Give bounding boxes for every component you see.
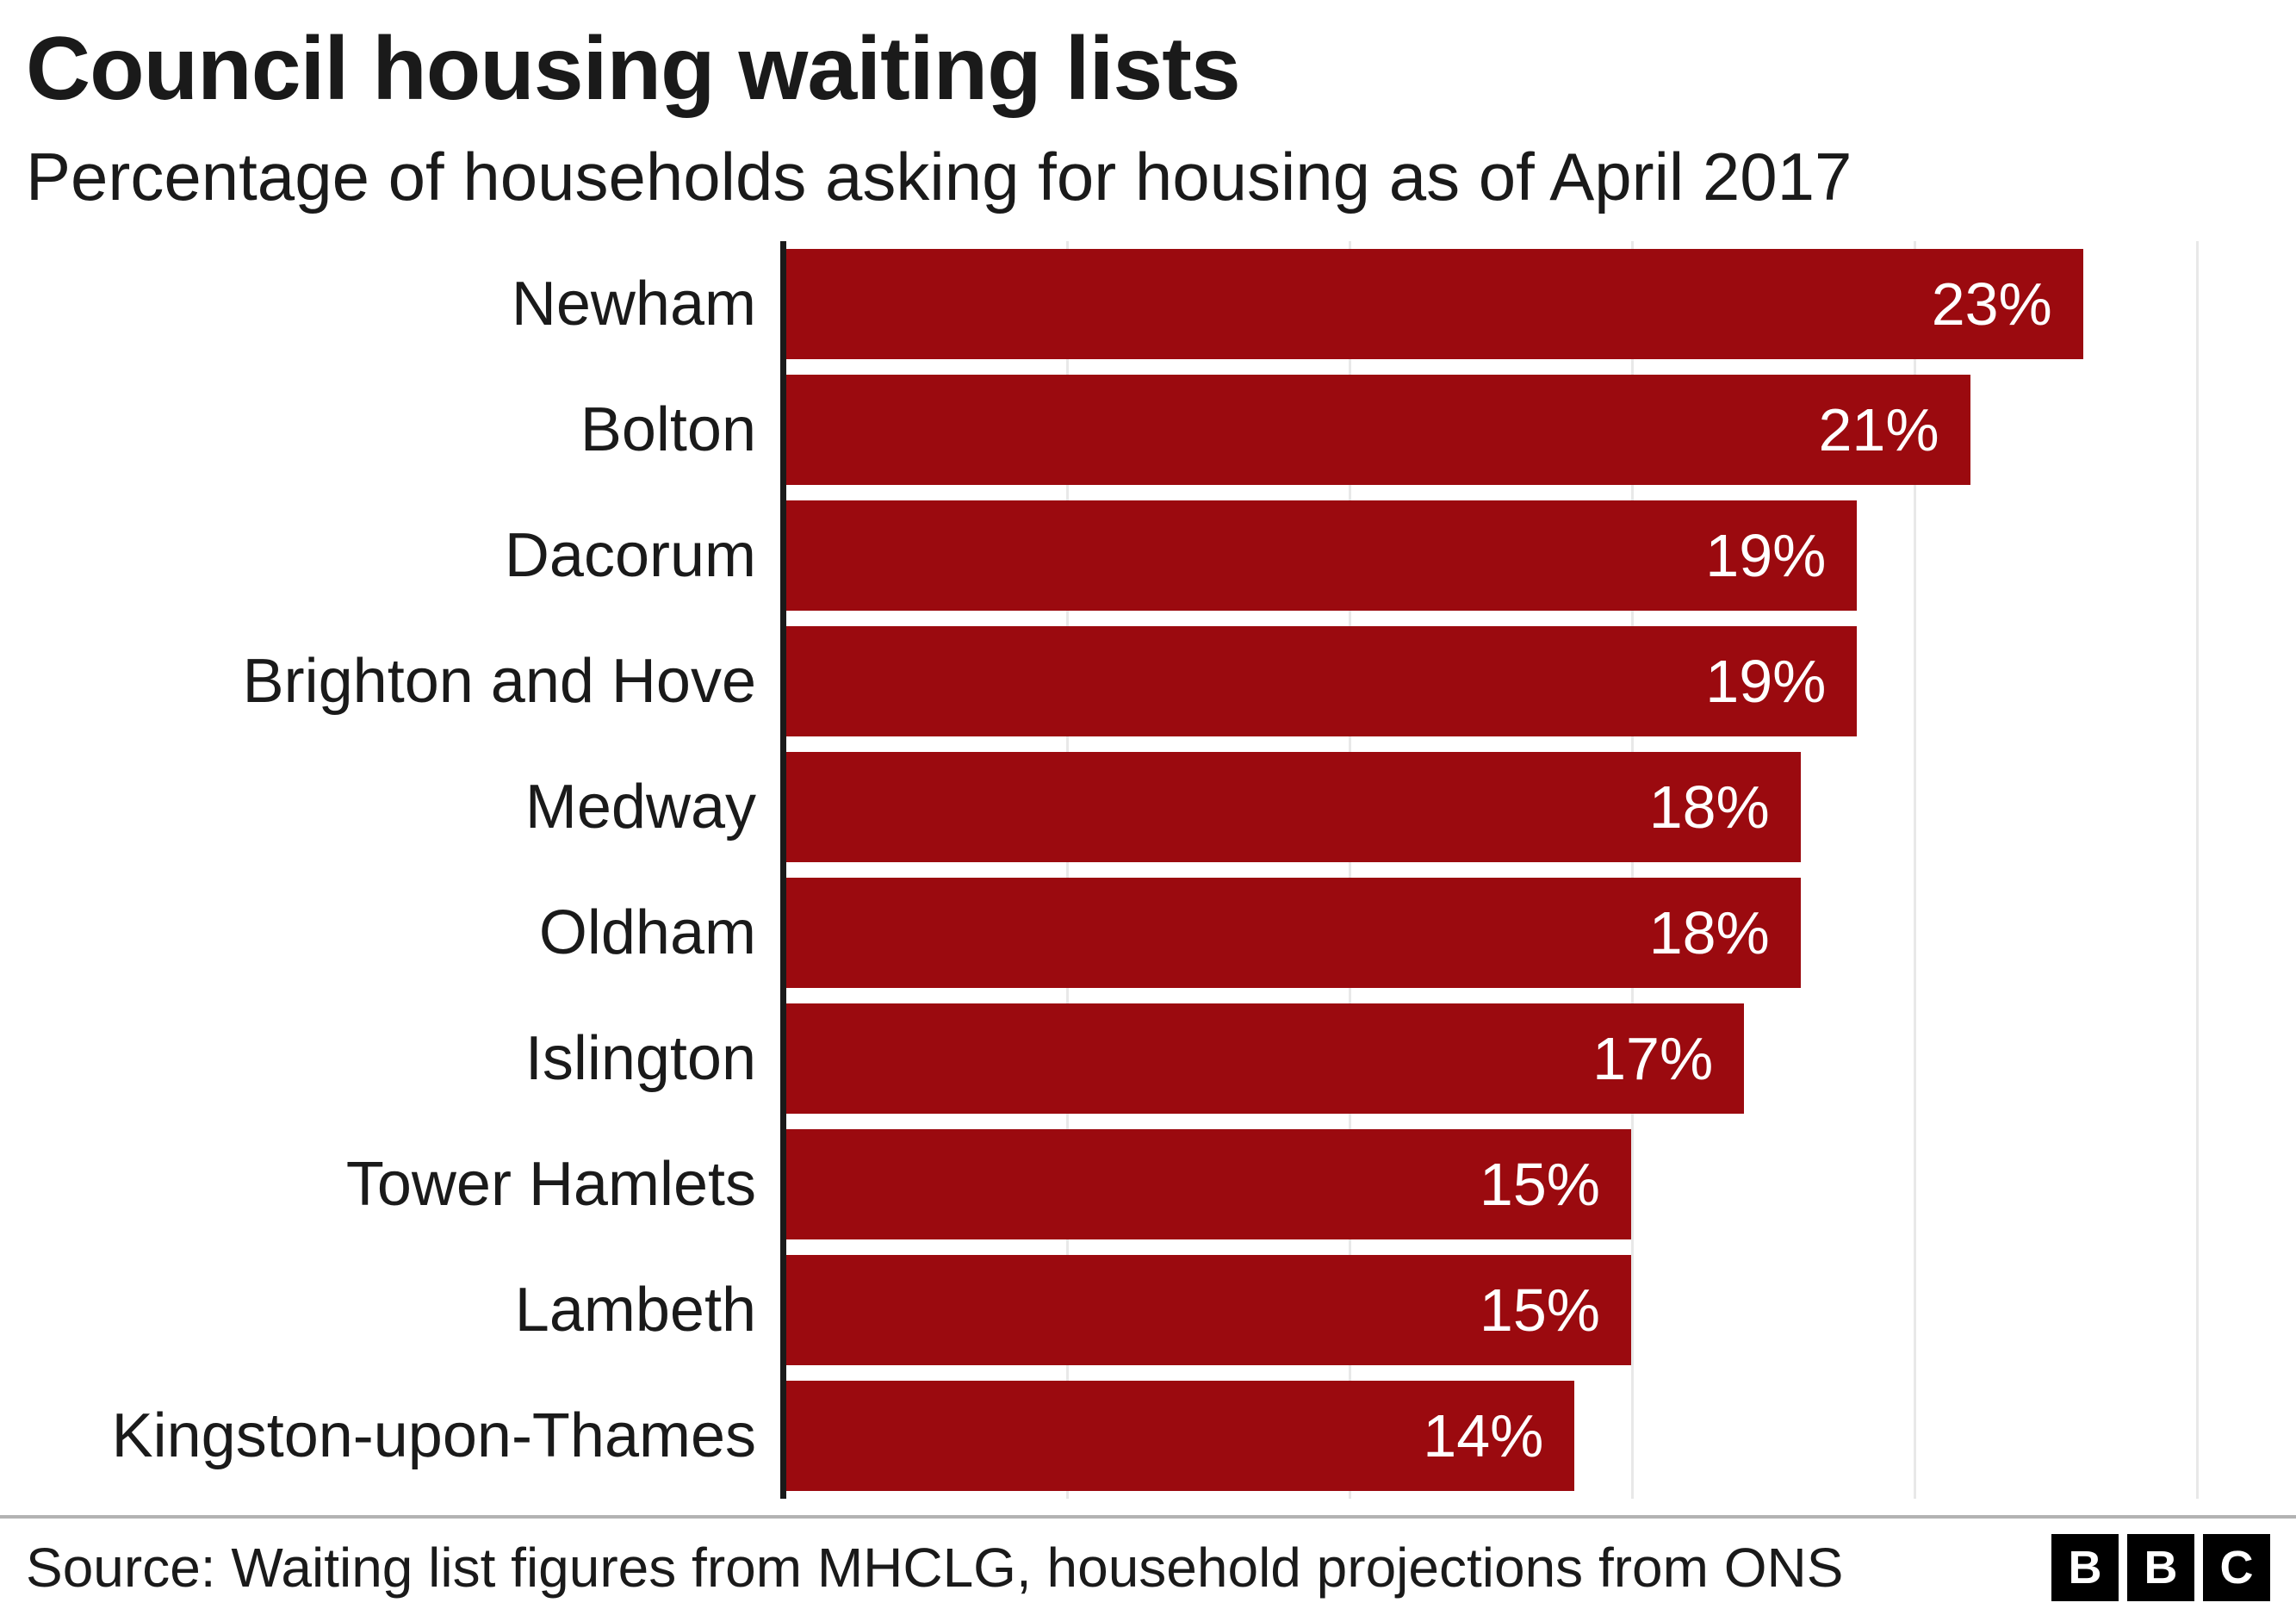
gridline-15 — [1631, 241, 1634, 1500]
bar-value-label: 15% — [1479, 1276, 1600, 1345]
bar-area: 23% — [784, 241, 2196, 367]
bar-value-label: 18% — [1648, 899, 1770, 967]
chart-row: Islington 17% — [26, 996, 2296, 1121]
y-axis-line — [780, 241, 786, 1500]
bar: 14% — [784, 1381, 1575, 1492]
bar-value-label: 23% — [1931, 270, 2052, 339]
bbc-logo-block: C — [2203, 1534, 2270, 1601]
chart-row: Brighton and Hove 19% — [26, 618, 2296, 744]
chart-title: Council housing waiting lists — [26, 19, 1241, 119]
bar-value-label: 15% — [1479, 1151, 1600, 1219]
chart-footer: Source: Waiting list figures from MHCLG,… — [0, 1515, 2296, 1615]
bar-area: 15% — [784, 1247, 2196, 1373]
category-label: Newham — [511, 270, 756, 339]
bar-value-label: 14% — [1423, 1402, 1544, 1470]
chart-row: Lambeth 15% — [26, 1247, 2296, 1373]
bar-area: 19% — [784, 618, 2196, 744]
bar-area: 21% — [784, 367, 2196, 493]
bar-area: 18% — [784, 870, 2196, 996]
chart-row: Oldham 18% — [26, 870, 2296, 996]
chart-row: Medway 18% — [26, 744, 2296, 870]
bar-chart: Newham 23% Bolton 21% Dacorum 19% Brighton and… — [0, 241, 2296, 1500]
chart-row: Newham 23% — [26, 241, 2296, 367]
category-label: Dacorum — [504, 521, 756, 591]
source-text: Source: Waiting list figures from MHCLG,… — [26, 1537, 1844, 1599]
bar: 21% — [784, 375, 1970, 486]
bar-value-label: 17% — [1592, 1025, 1714, 1093]
bar: 15% — [784, 1129, 1631, 1240]
bar-area: 15% — [784, 1121, 2196, 1247]
bar-value-label: 21% — [1818, 396, 1939, 464]
gridline-10 — [1349, 241, 1351, 1500]
bar-value-label: 18% — [1648, 773, 1770, 842]
chart-rows: Newham 23% Bolton 21% Dacorum 19% Brighton and… — [26, 241, 2296, 1499]
bar-area: 17% — [784, 996, 2196, 1121]
category-label: Oldham — [538, 898, 756, 968]
gridline-20 — [1914, 241, 1916, 1500]
chart-header: Council housing waiting lists Percentage… — [0, 0, 2296, 219]
category-label: Tower Hamlets — [345, 1150, 756, 1220]
bar: 19% — [784, 626, 1858, 737]
bar-area: 14% — [784, 1373, 2196, 1499]
bar: 15% — [784, 1255, 1631, 1366]
category-label: Brighton and Hove — [242, 647, 756, 717]
bar: 19% — [784, 500, 1858, 612]
bar-area: 18% — [784, 744, 2196, 870]
bar: 17% — [784, 1003, 1745, 1115]
chart-row: Tower Hamlets 15% — [26, 1121, 2296, 1247]
gridline-25 — [2196, 241, 2199, 1500]
chart-row: Dacorum 19% — [26, 493, 2296, 618]
bar: 18% — [784, 878, 1801, 989]
gridlines — [784, 241, 2199, 1500]
category-label: Bolton — [580, 395, 756, 465]
category-label: Kingston-upon-Thames — [111, 1401, 756, 1471]
category-label: Islington — [524, 1024, 756, 1094]
category-label: Lambeth — [514, 1276, 756, 1345]
chart-row: Bolton 21% — [26, 367, 2296, 493]
bar-value-label: 19% — [1705, 522, 1827, 590]
gridline-5 — [1066, 241, 1069, 1500]
bbc-logo-block: B — [2127, 1534, 2194, 1601]
chart-row: Kingston-upon-Thames 14% — [26, 1373, 2296, 1499]
bar: 18% — [784, 752, 1801, 863]
bar-value-label: 19% — [1705, 648, 1827, 716]
chart-subtitle: Percentage of households asking for hous… — [26, 138, 1852, 214]
bar-area: 19% — [784, 493, 2196, 618]
bbc-logo-block: B — [2051, 1534, 2119, 1601]
category-label: Medway — [524, 773, 756, 842]
bar: 23% — [784, 249, 2083, 360]
